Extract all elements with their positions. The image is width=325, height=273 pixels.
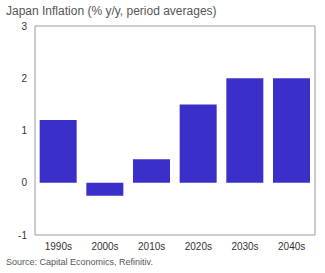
- svg-text:0: 0: [21, 177, 27, 188]
- html-text:Japan Inflation (% y/y, period: Japan Inflation (% y/y, period averages): [6, 4, 217, 18]
- svg-text:2010s: 2010s: [138, 241, 165, 252]
- svg-text:2: 2: [21, 73, 27, 84]
- svg-text:1990s: 1990s: [45, 241, 72, 252]
- svg-text:-1: -1: [18, 230, 27, 241]
- svg-text:2040s: 2040s: [278, 241, 305, 252]
- svg-text:1: 1: [21, 125, 27, 136]
- svg-text:2000s: 2000s: [91, 241, 118, 252]
- html-text:Source: Capital Economics, Ref: Source: Capital Economics, Refinitiv.: [6, 257, 153, 267]
- svg-text:2020s: 2020s: [185, 241, 212, 252]
- svg-text:2030s: 2030s: [231, 241, 258, 252]
- svg-text:3: 3: [21, 21, 27, 32]
